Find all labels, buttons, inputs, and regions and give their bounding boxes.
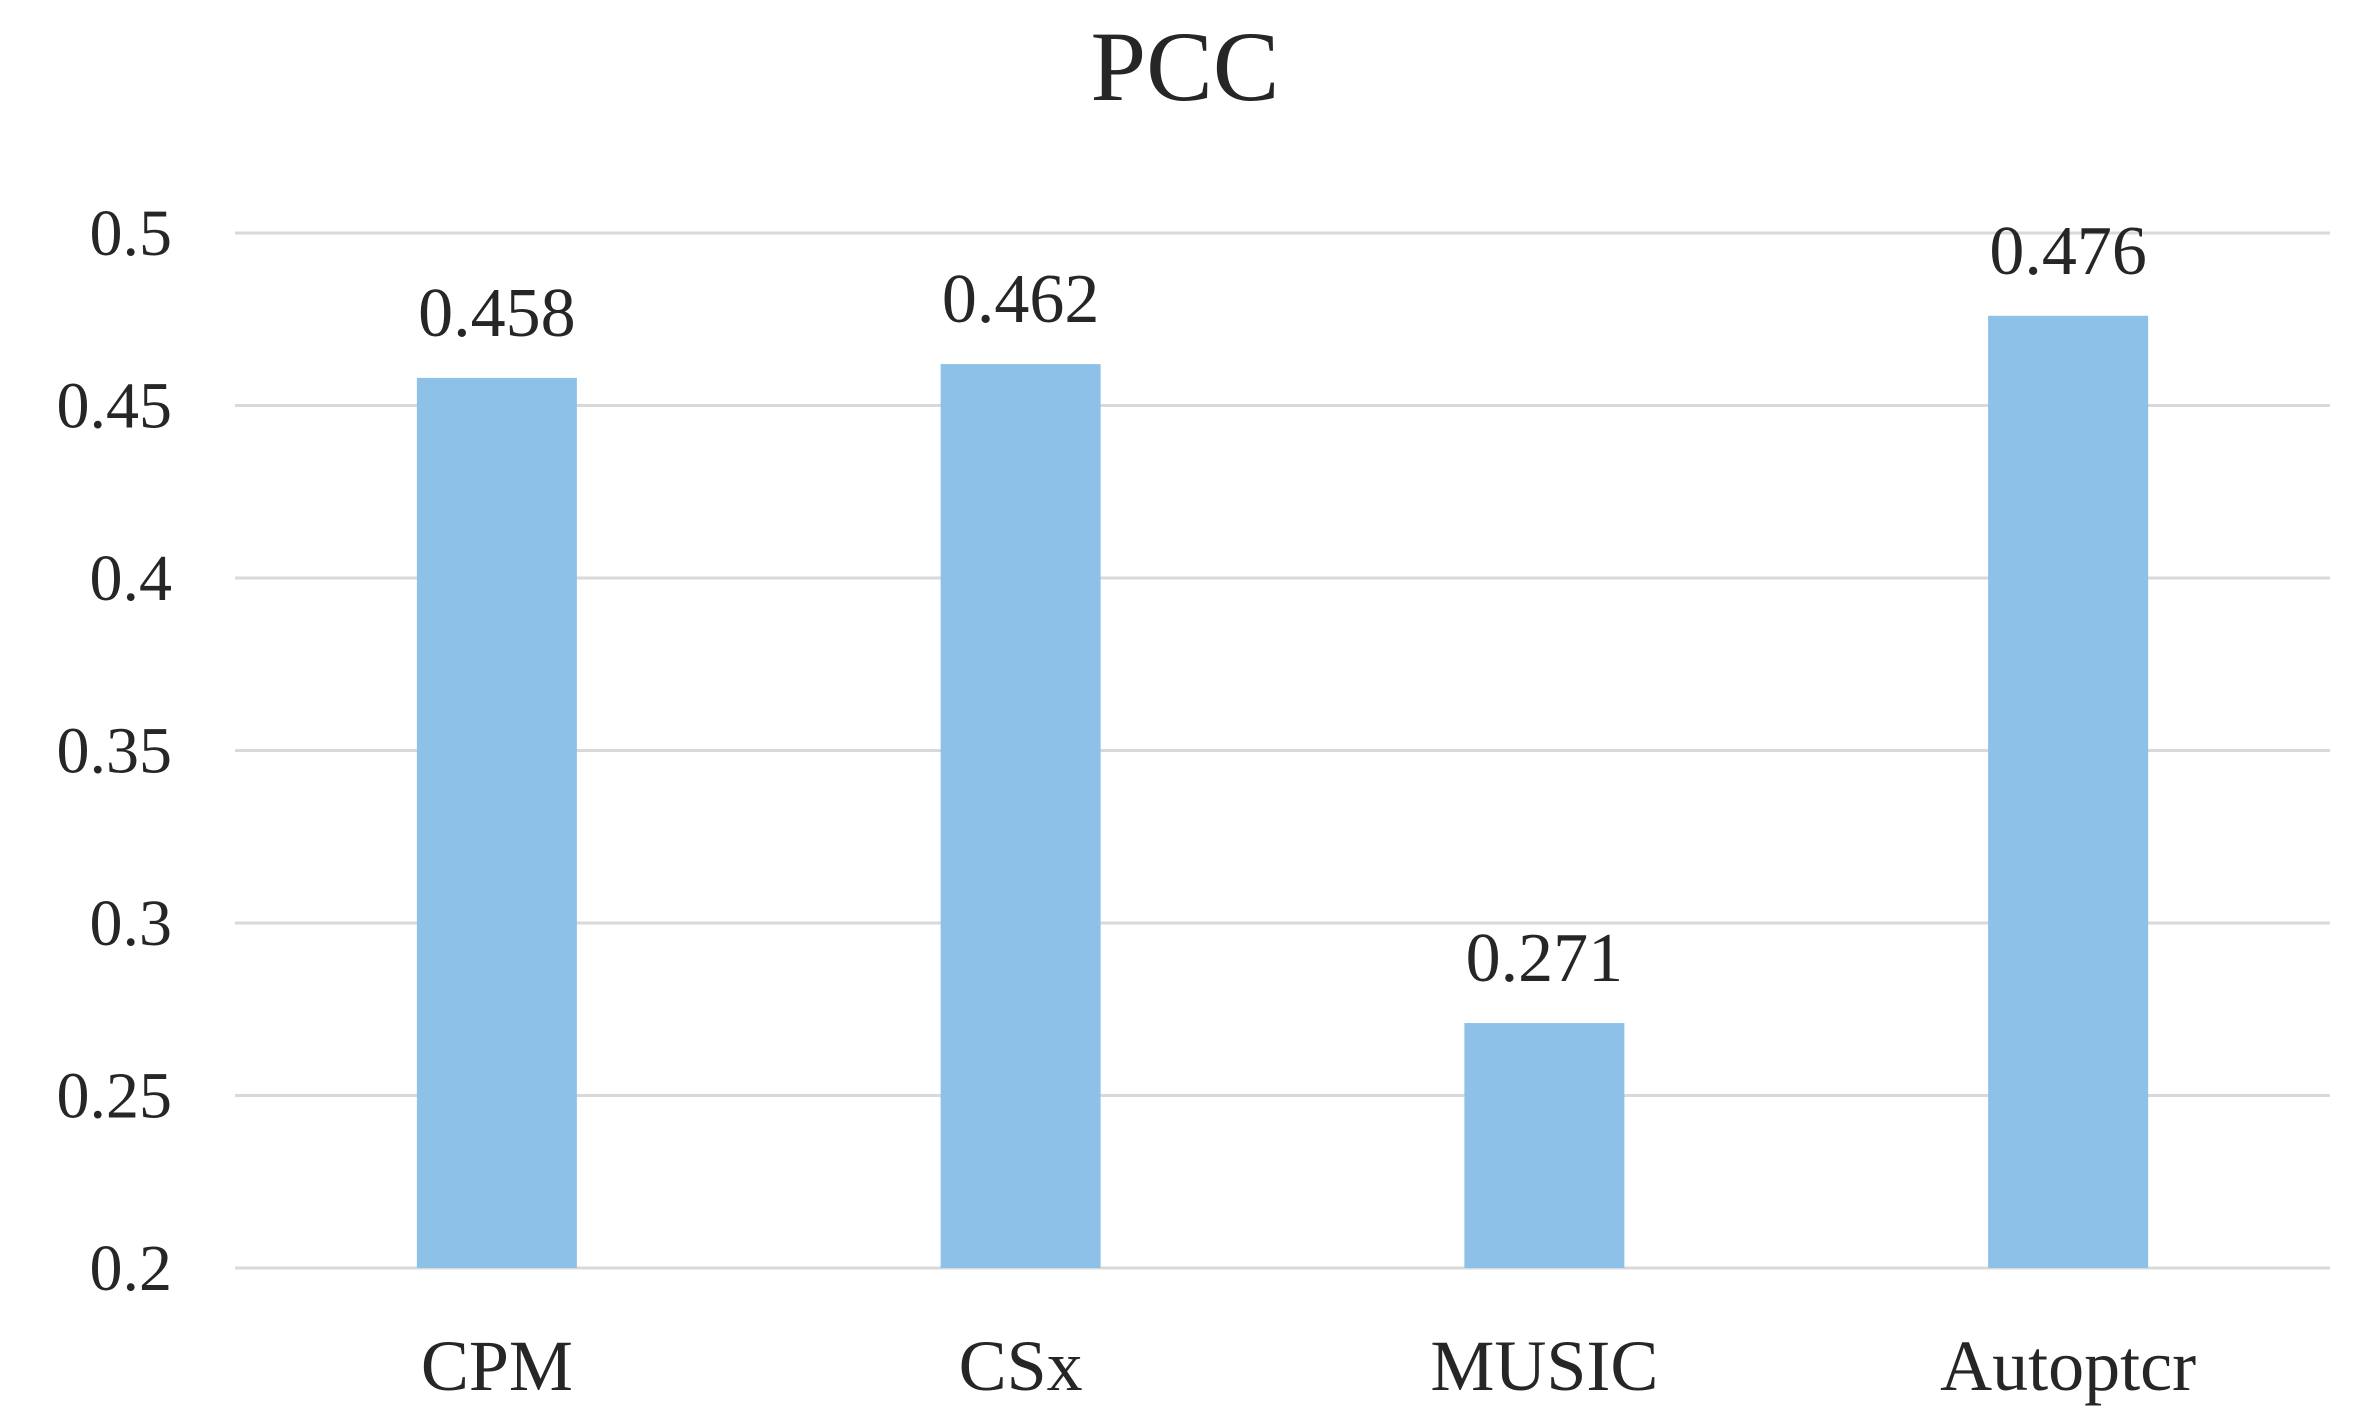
x-tick-label: Autoptcr xyxy=(1940,1326,2196,1406)
data-label: 0.476 xyxy=(1989,213,2147,290)
y-tick-label: 0.35 xyxy=(57,715,173,788)
data-label: 0.458 xyxy=(418,275,576,352)
y-tick-label: 0.5 xyxy=(90,197,173,270)
y-tick-label: 0.4 xyxy=(90,542,173,615)
y-axis-tick-labels: 0.2 0.25 0.3 0.35 0.4 0.45 0.5 xyxy=(57,197,173,1305)
data-label: 0.271 xyxy=(1466,920,1624,997)
gridlines xyxy=(235,231,2330,1270)
bar-cpm xyxy=(416,377,577,1268)
y-tick-label: 0.45 xyxy=(57,370,173,443)
data-labels: 0.458 0.462 0.271 0.476 xyxy=(418,213,2147,997)
y-tick-label: 0.2 xyxy=(90,1232,173,1305)
y-tick-label: 0.25 xyxy=(57,1060,173,1133)
x-tick-label: CPM xyxy=(421,1326,573,1406)
bar-autoptcr xyxy=(1988,315,2149,1268)
bar-music xyxy=(1464,1023,1625,1268)
y-tick-label: 0.3 xyxy=(90,887,173,960)
chart-title: PCC xyxy=(1090,11,1279,122)
x-tick-label: MUSIC xyxy=(1430,1326,1658,1406)
bar-csx xyxy=(940,364,1101,1269)
bars xyxy=(416,315,2149,1269)
x-tick-label: CSx xyxy=(959,1326,1083,1406)
x-axis-tick-labels: CPM CSx MUSIC Autoptcr xyxy=(421,1326,2196,1406)
data-label: 0.462 xyxy=(942,261,1100,338)
